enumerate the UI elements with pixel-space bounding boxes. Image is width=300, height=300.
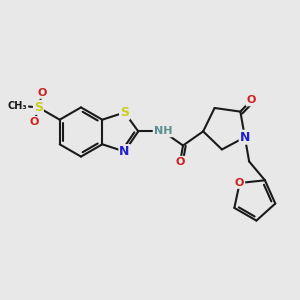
Text: O: O (38, 88, 47, 98)
Text: NH: NH (154, 126, 172, 136)
Text: CH₃: CH₃ (8, 100, 27, 111)
Text: O: O (30, 117, 39, 127)
Text: S: S (34, 101, 43, 114)
Text: O: O (176, 157, 185, 167)
Text: O: O (247, 95, 256, 105)
Text: S: S (120, 106, 129, 119)
Text: N: N (119, 145, 130, 158)
Text: O: O (235, 178, 244, 188)
Text: N: N (240, 131, 250, 144)
